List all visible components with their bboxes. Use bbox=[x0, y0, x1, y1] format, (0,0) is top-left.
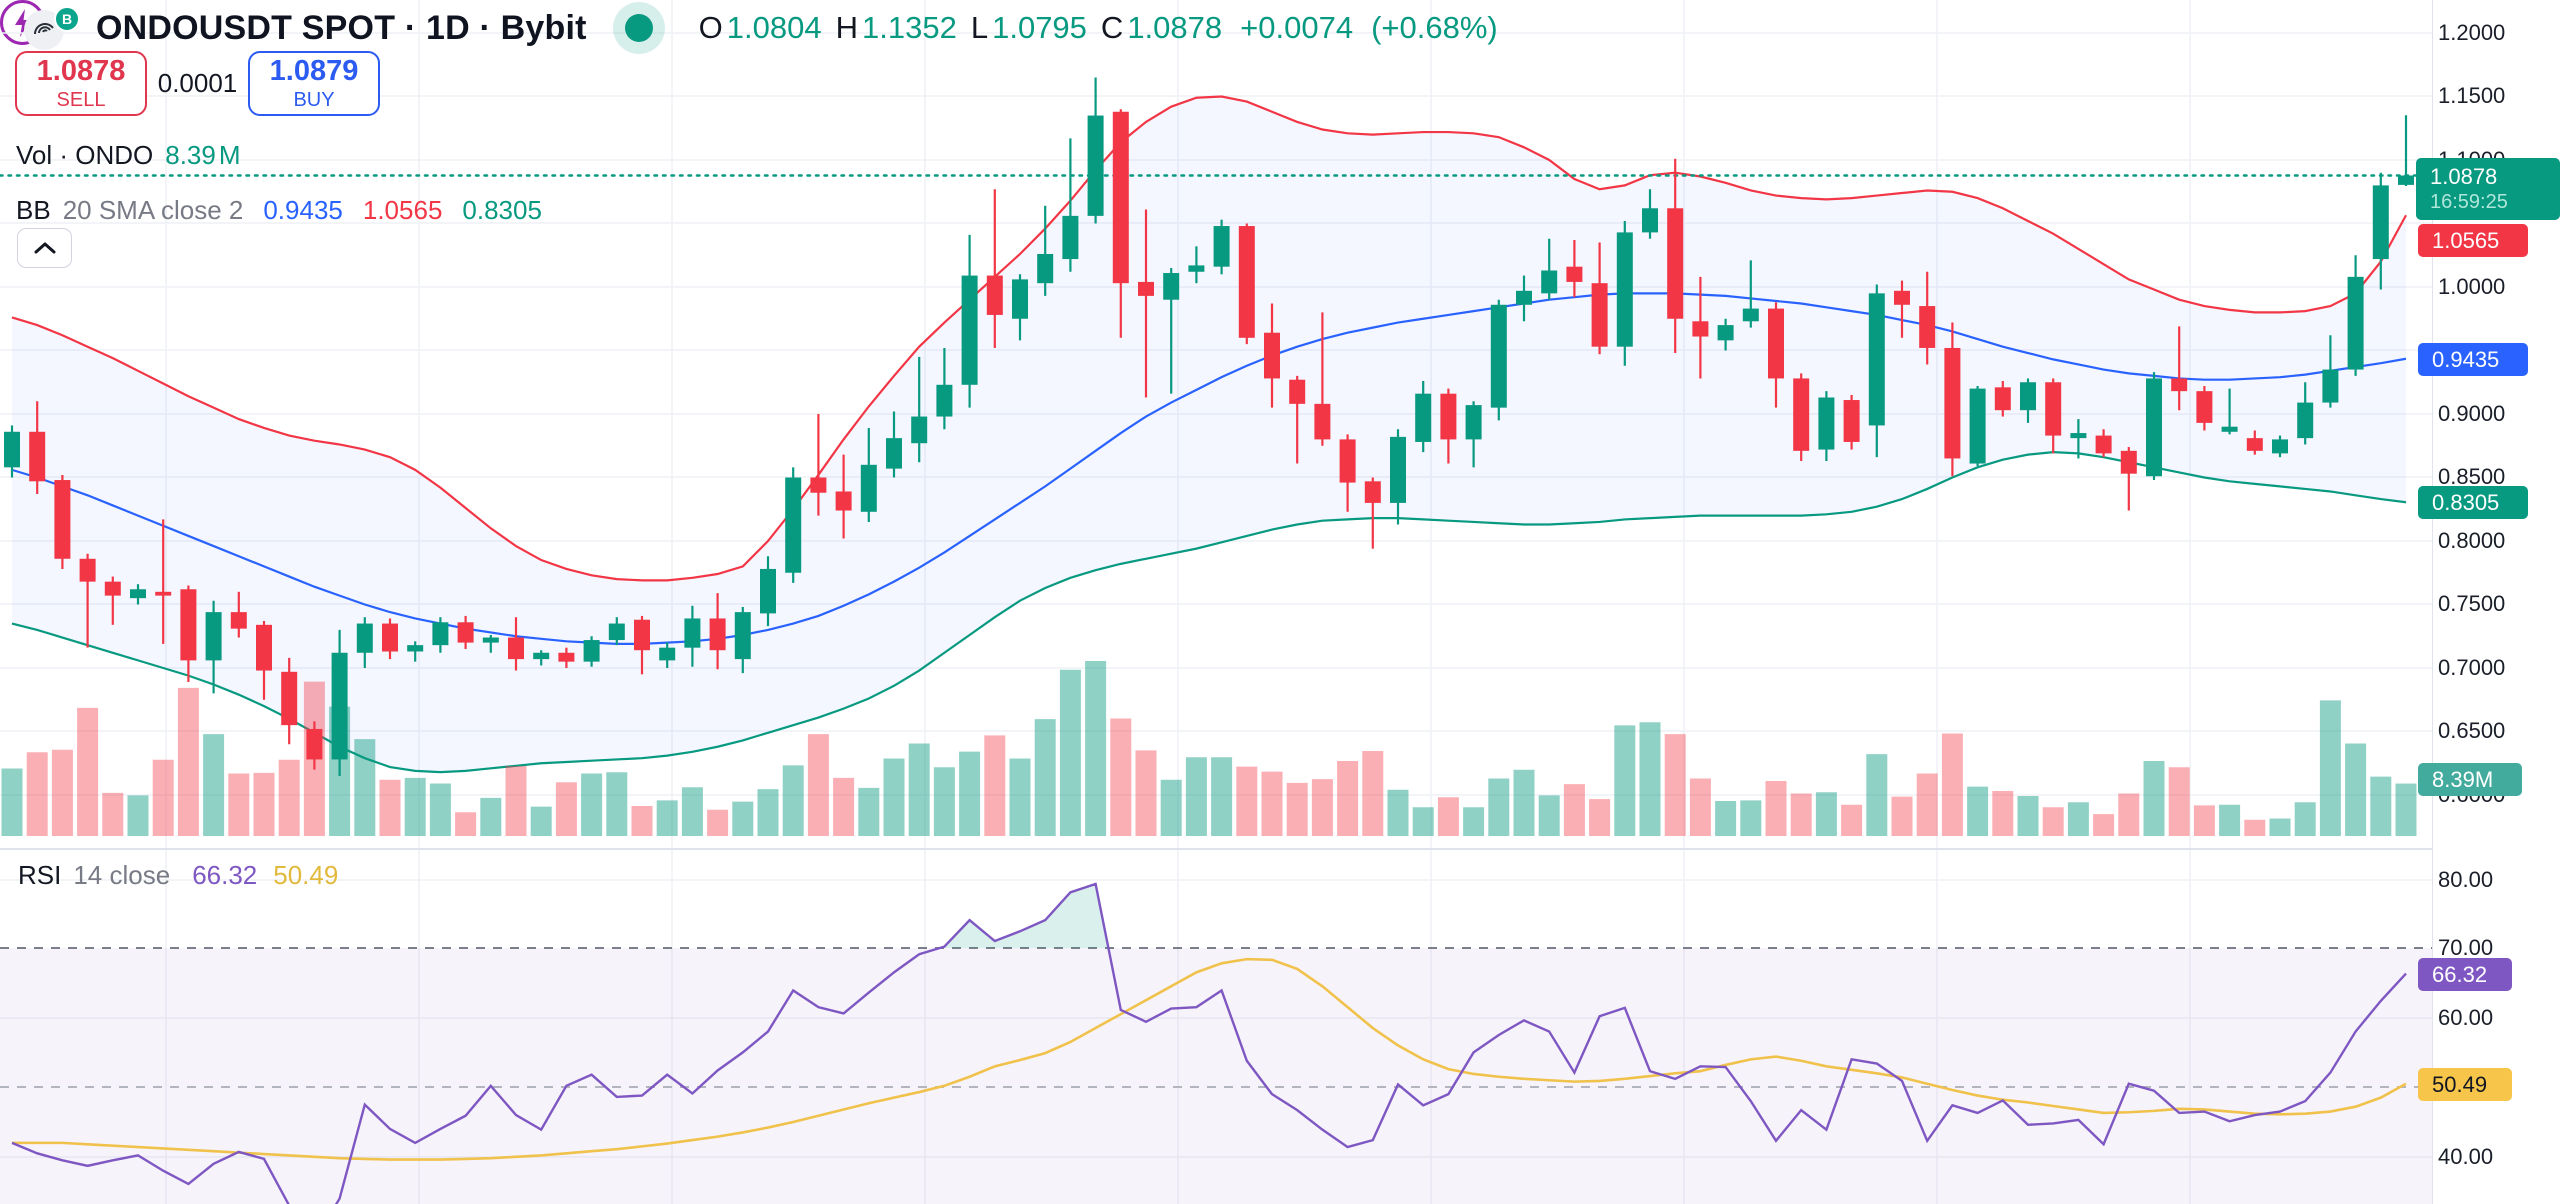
bb-lower-badge: 0.8305 bbox=[2418, 486, 2528, 519]
axis-tick-70.00: 70.00 bbox=[2438, 935, 2494, 960]
open-value: 1.0804 bbox=[726, 10, 822, 45]
rsi-ma-value: 50.49 bbox=[273, 860, 339, 890]
volume-legend-unit: M bbox=[218, 140, 241, 170]
lightning-icon bbox=[14, 8, 31, 37]
rsi-band-fill bbox=[0, 948, 2432, 1204]
open-label: O bbox=[698, 10, 723, 45]
rsi-legend: RSI 14 close 66.32 50.49 bbox=[18, 860, 338, 891]
rsi-line bbox=[11, 882, 2407, 1204]
axis-tick-0.6500: 0.6500 bbox=[2438, 718, 2506, 743]
axis-tick-0.7000: 0.7000 bbox=[2438, 655, 2506, 680]
axis-tick-0.8000: 0.8000 bbox=[2438, 528, 2506, 553]
bb-upper-badge: 1.0565 bbox=[2418, 224, 2528, 257]
symbol-logo: B bbox=[24, 6, 86, 50]
volume-legend-label: Vol · ONDO bbox=[16, 140, 154, 170]
bb-basis-value: 0.9435 bbox=[263, 195, 343, 225]
axis-tick-60.00: 60.00 bbox=[2438, 1005, 2494, 1030]
axis-tick-40.00: 40.00 bbox=[2438, 1144, 2494, 1169]
gridlines bbox=[0, 0, 2432, 1204]
bb-basis-badge: 0.9435 bbox=[2418, 343, 2528, 376]
spread-value: 0.0001 bbox=[157, 68, 238, 98]
axis-tick-0.9000: 0.9000 bbox=[2438, 401, 2506, 426]
sell-button[interactable]: 1.0878 SELL bbox=[15, 51, 147, 116]
rsi-ma-line bbox=[12, 957, 2407, 1161]
close-value: 1.0878 bbox=[1127, 10, 1223, 45]
bb-legend: BB 20 SMA close 2 0.9435 1.0565 0.8305 bbox=[16, 195, 542, 226]
rsi-badge: 66.32 bbox=[2418, 958, 2512, 991]
sell-label: SELL bbox=[56, 88, 106, 111]
collapse-legend-button[interactable] bbox=[17, 228, 72, 268]
bb-upper-value: 1.0565 bbox=[362, 195, 443, 225]
rsi-value: 66.32 bbox=[192, 860, 258, 890]
market-status-icon[interactable] bbox=[612, 2, 665, 54]
rsi-pane bbox=[11, 882, 2407, 1204]
axis-tick-1.2000: 1.2000 bbox=[2438, 20, 2506, 45]
symbol-title[interactable]: ONDOUSDT SPOT · 1D · Bybit bbox=[96, 8, 587, 47]
axis-tick-80.00: 80.00 bbox=[2438, 867, 2494, 892]
rsi-ma-badge: 50.49 bbox=[2418, 1068, 2512, 1101]
volume-badge: 8.39M bbox=[2418, 763, 2522, 796]
rsi-legend-params: 14 close bbox=[73, 860, 171, 890]
change-percent: (+0.68%) bbox=[1371, 10, 1498, 45]
last-price-badge: 1.0878 16:59:25 bbox=[2416, 158, 2560, 220]
rsi-legend-name: RSI bbox=[18, 860, 62, 890]
bb-legend-params: 20 SMA close 2 bbox=[62, 195, 244, 225]
volume-legend: Vol · ONDO 8.39 M bbox=[16, 140, 241, 171]
chart-header: B ONDOUSDT SPOT · 1D · Bybit O 1.0804 H 1.… bbox=[24, 2, 1498, 54]
high-label: H bbox=[835, 10, 859, 45]
trade-buttons: 1.0878 SELL 0.0001 1.0879 BUY bbox=[15, 51, 380, 116]
axis-tick-1.1500: 1.1500 bbox=[2438, 83, 2506, 108]
bb-lower-value: 0.8305 bbox=[462, 195, 542, 225]
buy-price: 1.0879 bbox=[269, 55, 359, 88]
bb-legend-name: BB bbox=[16, 195, 51, 225]
volume-bars bbox=[1, 661, 2417, 836]
change-value: +0.0074 bbox=[1240, 10, 1354, 45]
close-label: C bbox=[1100, 10, 1124, 45]
bollinger-bands bbox=[11, 95, 2407, 774]
sell-price: 1.0878 bbox=[36, 55, 126, 88]
candlesticks bbox=[4, 77, 2414, 776]
volume-legend-value: 8.39 bbox=[165, 140, 216, 170]
bybit-logo-icon: B bbox=[54, 6, 80, 32]
low-label: L bbox=[970, 10, 989, 45]
axis-tick-0.7500: 0.7500 bbox=[2438, 591, 2506, 616]
chevron-up-icon bbox=[34, 242, 55, 254]
axis-tick-0.8500: 0.8500 bbox=[2438, 464, 2506, 489]
low-value: 1.0795 bbox=[992, 10, 1087, 45]
ohlc-row: O 1.0804 H 1.1352 L 1.0795 C 1.0878 +0.0074 … bbox=[699, 10, 1498, 46]
axis-tick-1.0000: 1.0000 bbox=[2438, 274, 2506, 299]
buy-label: BUY bbox=[293, 88, 335, 111]
high-value: 1.1352 bbox=[862, 10, 957, 45]
buy-button[interactable]: 1.0879 BUY bbox=[248, 51, 380, 116]
